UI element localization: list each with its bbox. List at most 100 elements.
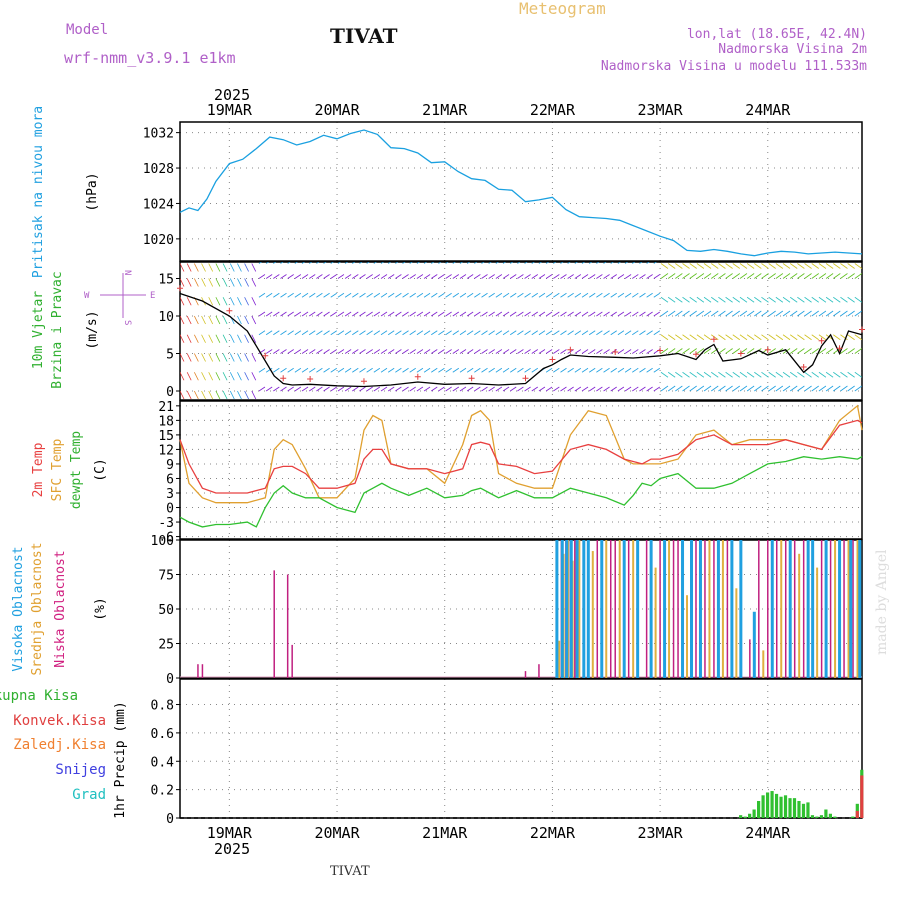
wind-barb bbox=[711, 263, 719, 269]
wind-barb bbox=[545, 262, 550, 264]
wind-barb bbox=[553, 386, 560, 392]
wind-barb bbox=[244, 334, 249, 343]
cloud-bar bbox=[578, 540, 581, 678]
cloud-bar bbox=[752, 611, 756, 678]
wind-barb bbox=[531, 330, 538, 336]
y-tick-label: 0.2 bbox=[151, 784, 174, 799]
wind-barb bbox=[682, 385, 690, 392]
wind-barb bbox=[718, 263, 726, 269]
wind-barb bbox=[746, 385, 755, 392]
wind-barb bbox=[194, 278, 199, 287]
cloud-bar bbox=[847, 540, 850, 678]
wind-barb bbox=[581, 386, 589, 392]
wind-barb bbox=[373, 367, 381, 373]
wind-barb bbox=[639, 349, 646, 354]
wind-barb bbox=[696, 348, 705, 354]
wind-barb bbox=[186, 372, 192, 381]
wind-barb bbox=[352, 349, 359, 354]
wind-speed-line bbox=[179, 292, 863, 388]
wind-barb bbox=[180, 263, 185, 272]
wind-barb bbox=[524, 330, 531, 336]
wind-barb bbox=[847, 385, 855, 392]
wind-barb bbox=[725, 371, 733, 378]
wind-barb bbox=[833, 273, 841, 279]
wind-barb bbox=[725, 263, 733, 269]
wind-barb bbox=[287, 274, 294, 279]
wind-barb bbox=[711, 296, 719, 303]
wind-barb bbox=[229, 278, 235, 287]
wind-barb bbox=[703, 385, 712, 392]
wind-barb bbox=[840, 263, 848, 269]
cloud-bar bbox=[197, 664, 199, 678]
wind-barb bbox=[237, 315, 242, 325]
wind-barb bbox=[833, 371, 841, 378]
wind-barb bbox=[524, 292, 531, 298]
wind-barb bbox=[682, 310, 690, 317]
wind-barb bbox=[545, 330, 553, 336]
y-tick-label: 15 bbox=[158, 429, 174, 444]
wind-barb bbox=[488, 274, 495, 279]
wind-barb bbox=[258, 262, 262, 264]
bottom-day-labels: 19MAR 20MAR 21MAR 22MAR 23MAR 24MAR bbox=[207, 824, 792, 842]
wind-barb bbox=[344, 349, 352, 354]
wind-barb bbox=[797, 348, 805, 354]
wind-barb bbox=[409, 349, 416, 354]
wind-barb bbox=[474, 367, 481, 373]
gust-marker bbox=[836, 345, 843, 352]
wind-barb bbox=[380, 330, 388, 336]
cloud-bar bbox=[291, 644, 293, 678]
cloud-bar bbox=[636, 540, 640, 678]
wind-barb bbox=[610, 367, 617, 373]
wind-barb bbox=[316, 349, 323, 354]
wind-barb bbox=[244, 372, 249, 381]
wind-barb bbox=[538, 274, 546, 279]
wind-barb bbox=[265, 262, 270, 264]
model-altitude-text: Nadmorska Visina u modelu 111.533m bbox=[601, 59, 867, 74]
panel-frame bbox=[179, 400, 863, 540]
wind-barb bbox=[308, 274, 316, 279]
cloud-bar bbox=[273, 570, 275, 678]
wind-barb bbox=[180, 372, 185, 381]
wind-barb bbox=[603, 330, 610, 336]
wind-barb bbox=[588, 386, 596, 392]
wind-barb bbox=[337, 330, 345, 336]
wind-barb bbox=[739, 296, 748, 303]
wind-barb bbox=[186, 278, 192, 287]
wind-barb bbox=[208, 334, 214, 343]
wind-barb bbox=[854, 273, 862, 279]
cloud-bar bbox=[614, 540, 616, 678]
wind-barb bbox=[380, 262, 384, 264]
wind-barb bbox=[768, 371, 776, 378]
wind-barb bbox=[768, 348, 776, 354]
wind-barb bbox=[560, 386, 567, 392]
cloud-bar bbox=[575, 540, 579, 678]
wind-barb bbox=[337, 367, 345, 373]
wind-barb bbox=[804, 273, 812, 279]
wind-barb bbox=[402, 311, 409, 317]
cloud-bar bbox=[591, 551, 594, 678]
wind-barb bbox=[273, 386, 280, 392]
wind-barb bbox=[675, 296, 683, 303]
wind-barb bbox=[481, 262, 485, 264]
wind-barb bbox=[574, 262, 578, 264]
low-cloud-label: Niska Oblacnost bbox=[53, 550, 68, 667]
wind-barb bbox=[323, 386, 330, 392]
wind-barb bbox=[833, 310, 841, 317]
wind-barb bbox=[459, 292, 467, 298]
wind-barb bbox=[395, 386, 402, 392]
top-day-label: 19MAR bbox=[207, 101, 253, 119]
wind-barb bbox=[416, 367, 424, 373]
top-day-label: 24MAR bbox=[745, 101, 791, 119]
altitude-text: Nadmorska Visina 2m bbox=[718, 42, 867, 57]
bottom-day-label: 20MAR bbox=[314, 824, 360, 842]
cloud-bar bbox=[784, 540, 787, 678]
wind-barb bbox=[818, 310, 827, 317]
cloud-bar bbox=[686, 595, 689, 678]
cloud-bar bbox=[776, 540, 778, 678]
wind-barb bbox=[667, 385, 676, 392]
precip-bar bbox=[774, 793, 779, 818]
wind-barb bbox=[287, 367, 294, 373]
wind-barb bbox=[639, 292, 646, 298]
pressure-line bbox=[179, 129, 863, 257]
